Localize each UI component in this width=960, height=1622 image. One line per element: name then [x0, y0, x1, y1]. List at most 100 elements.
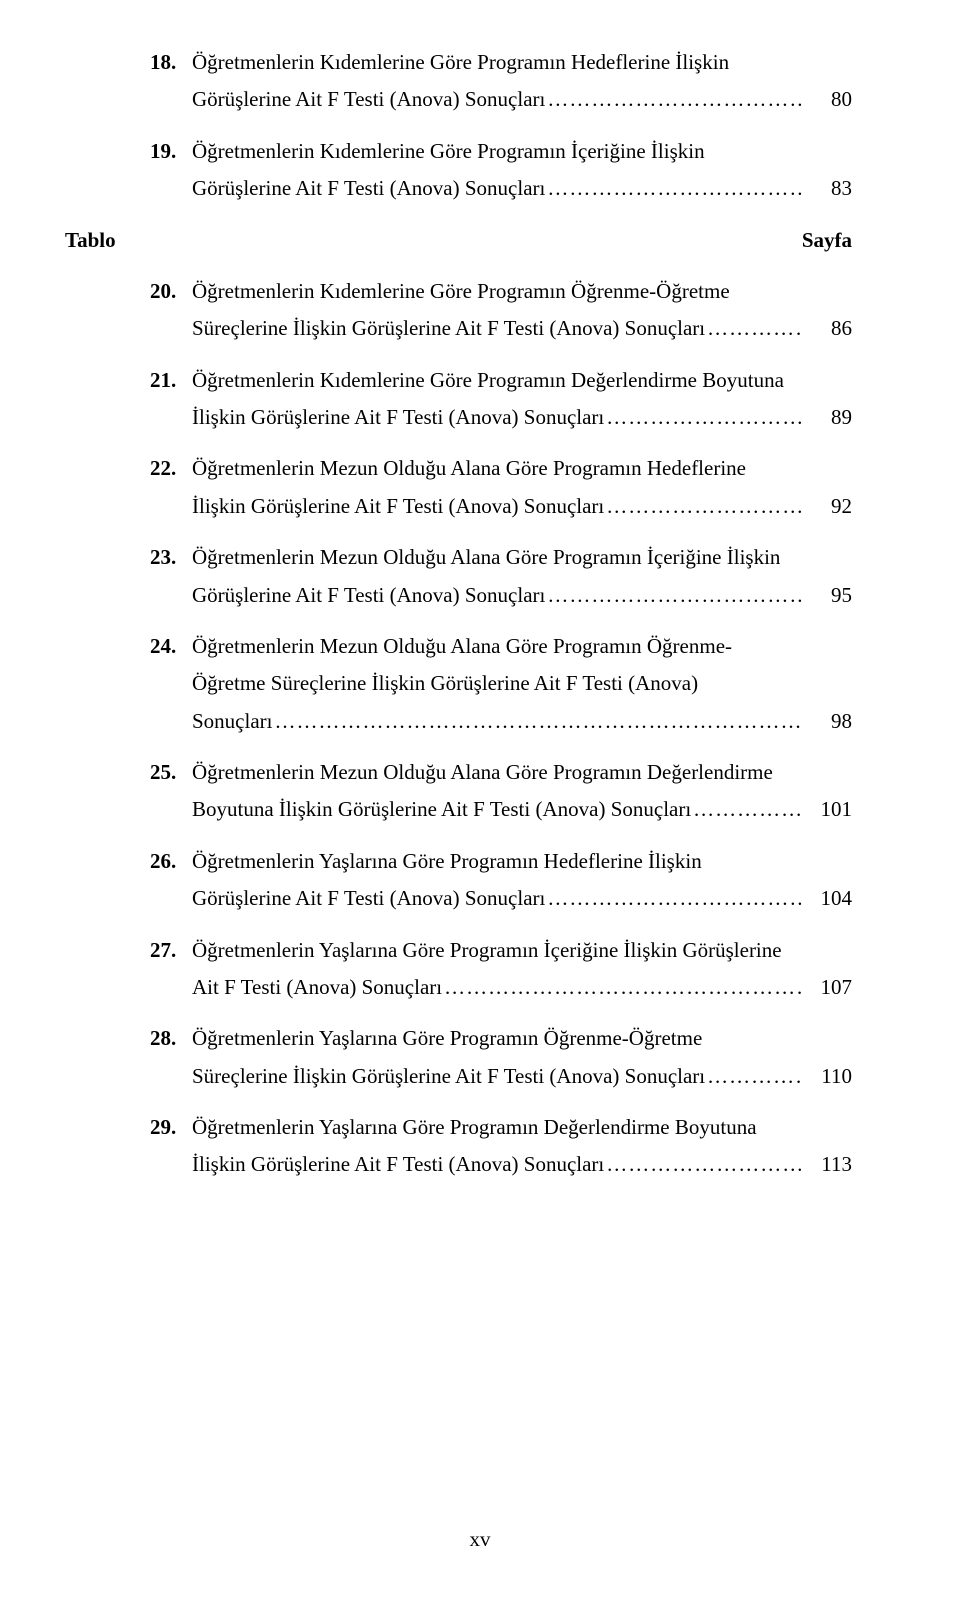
entry-last-line: Ait F Testi (Anova) Sonuçları………………………………	[192, 969, 802, 1006]
entry-last-text: İlişkin Görüşlerine Ait F Testi (Anova) …	[192, 1146, 604, 1183]
entry-line: Öğretmenlerin Mezun Olduğu Alana Göre Pr…	[192, 450, 802, 487]
entry-text: Öğretmenlerin Yaşlarına Göre Programın İ…	[192, 932, 802, 1007]
tablo-header-row: Tablo Sayfa	[65, 222, 852, 259]
entry-text: Öğretmenlerin Yaşlarına Göre Programın Ö…	[192, 1020, 802, 1095]
tablo-label: Tablo	[65, 222, 165, 259]
leader-dots: ……………………………………………………………………………………………………………	[604, 1146, 802, 1183]
toc-entry: 20.Öğretmenlerin Kıdemlerine Göre Progra…	[150, 273, 852, 348]
entry-page: 107	[802, 969, 852, 1006]
entry-page: 113	[802, 1146, 852, 1183]
entry-line: Öğretmenlerin Kıdemlerine Göre Programın…	[192, 44, 802, 81]
entry-number: 26.	[150, 843, 192, 880]
leader-dots: ……………………………………………………………………………………………………………	[545, 577, 802, 614]
leader-dots: ……………………………………………………………………………………………………………	[705, 1058, 802, 1095]
entry-line: Öğretmenlerin Yaşlarına Göre Programın İ…	[192, 932, 802, 969]
entry-last-text: İlişkin Görüşlerine Ait F Testi (Anova) …	[192, 488, 604, 525]
entry-line: Öğretmenlerin Mezun Olduğu Alana Göre Pr…	[192, 754, 802, 791]
entry-last-text: Görüşlerine Ait F Testi (Anova) Sonuçlar…	[192, 170, 545, 207]
entry-text: Öğretmenlerin Kıdemlerine Göre Programın…	[192, 133, 802, 208]
entry-text: Öğretmenlerin Kıdemlerine Göre Programın…	[192, 273, 802, 348]
entry-page: 104	[802, 880, 852, 917]
entry-text: Öğretmenlerin Kıdemlerine Göre Programın…	[192, 44, 802, 119]
entry-last-text: Süreçlerine İlişkin Görüşlerine Ait F Te…	[192, 310, 705, 347]
entry-last-line: Görüşlerine Ait F Testi (Anova) Sonuçlar…	[192, 81, 802, 118]
entry-line: Öğretmenlerin Yaşlarına Göre Programın H…	[192, 843, 802, 880]
leader-dots: ……………………………………………………………………………………………………………	[272, 703, 802, 740]
entry-number: 20.	[150, 273, 192, 310]
toc-entry: 22.Öğretmenlerin Mezun Olduğu Alana Göre…	[150, 450, 852, 525]
entry-last-text: Görüşlerine Ait F Testi (Anova) Sonuçlar…	[192, 880, 545, 917]
entry-last-line: Süreçlerine İlişkin Görüşlerine Ait F Te…	[192, 310, 802, 347]
entry-line: Öğretmenlerin Mezun Olduğu Alana Göre Pr…	[192, 539, 802, 576]
toc-entry: 26.Öğretmenlerin Yaşlarına Göre Programı…	[150, 843, 852, 918]
toc-entry: 19.Öğretmenlerin Kıdemlerine Göre Progra…	[150, 133, 852, 208]
entry-last-line: İlişkin Görüşlerine Ait F Testi (Anova) …	[192, 488, 802, 525]
entry-last-line: Boyutuna İlişkin Görüşlerine Ait F Testi…	[192, 791, 802, 828]
entry-text: Öğretmenlerin Mezun Olduğu Alana Göre Pr…	[192, 450, 802, 525]
entry-line: Öğretmenlerin Mezun Olduğu Alana Göre Pr…	[192, 628, 802, 665]
leader-dots: ……………………………………………………………………………………………………………	[691, 791, 802, 828]
toc-entry: 27.Öğretmenlerin Yaşlarına Göre Programı…	[150, 932, 852, 1007]
toc-entry: 18.Öğretmenlerin Kıdemlerine Göre Progra…	[150, 44, 852, 119]
entry-text: Öğretmenlerin Mezun Olduğu Alana Göre Pr…	[192, 539, 802, 614]
entry-line: Öğretmenlerin Yaşlarına Göre Programın D…	[192, 1109, 802, 1146]
toc-entry: 21.Öğretmenlerin Kıdemlerine Göre Progra…	[150, 362, 852, 437]
entry-number: 28.	[150, 1020, 192, 1057]
entry-last-line: Süreçlerine İlişkin Görüşlerine Ait F Te…	[192, 1058, 802, 1095]
entry-number: 21.	[150, 362, 192, 399]
entry-last-line: İlişkin Görüşlerine Ait F Testi (Anova) …	[192, 1146, 802, 1183]
entry-page: 92	[802, 488, 852, 525]
entry-line: Öğretmenlerin Kıdemlerine Göre Programın…	[192, 133, 802, 170]
entry-last-text: Sonuçları	[192, 703, 272, 740]
toc-entry: 28.Öğretmenlerin Yaşlarına Göre Programı…	[150, 1020, 852, 1095]
entry-last-text: İlişkin Görüşlerine Ait F Testi (Anova) …	[192, 399, 604, 436]
entry-number: 29.	[150, 1109, 192, 1146]
leader-dots: ……………………………………………………………………………………………………………	[545, 81, 802, 118]
entry-number: 25.	[150, 754, 192, 791]
page-footer: xv	[0, 1527, 960, 1552]
entry-text: Öğretmenlerin Mezun Olduğu Alana Göre Pr…	[192, 754, 802, 829]
entry-number: 22.	[150, 450, 192, 487]
entry-page: 80	[802, 81, 852, 118]
toc-entry: 29.Öğretmenlerin Yaşlarına Göre Programı…	[150, 1109, 852, 1184]
entry-last-text: Süreçlerine İlişkin Görüşlerine Ait F Te…	[192, 1058, 705, 1095]
entry-last-text: Görüşlerine Ait F Testi (Anova) Sonuçlar…	[192, 577, 545, 614]
entry-last-text: Görüşlerine Ait F Testi (Anova) Sonuçlar…	[192, 81, 545, 118]
entry-line: Öğretmenlerin Kıdemlerine Göre Programın…	[192, 362, 802, 399]
entry-page: 83	[802, 170, 852, 207]
entry-last-text: Boyutuna İlişkin Görüşlerine Ait F Testi…	[192, 791, 691, 828]
leader-dots: ……………………………………………………………………………………………………………	[705, 310, 802, 347]
entry-last-line: Görüşlerine Ait F Testi (Anova) Sonuçlar…	[192, 170, 802, 207]
entry-page: 95	[802, 577, 852, 614]
toc-entry: 24.Öğretmenlerin Mezun Olduğu Alana Göre…	[150, 628, 852, 740]
entry-page: 101	[802, 791, 852, 828]
entry-page: 98	[802, 703, 852, 740]
entry-text: Öğretmenlerin Mezun Olduğu Alana Göre Pr…	[192, 628, 802, 740]
entry-last-line: Görüşlerine Ait F Testi (Anova) Sonuçlar…	[192, 880, 802, 917]
leader-dots: ……………………………………………………………………………………………………………	[604, 399, 802, 436]
entry-line: Öğretme Süreçlerine İlişkin Görüşlerine …	[192, 665, 802, 702]
entry-line: Öğretmenlerin Yaşlarına Göre Programın Ö…	[192, 1020, 802, 1057]
entry-number: 27.	[150, 932, 192, 969]
entry-line: Öğretmenlerin Kıdemlerine Göre Programın…	[192, 273, 802, 310]
entry-page: 86	[802, 310, 852, 347]
entry-last-line: Görüşlerine Ait F Testi (Anova) Sonuçlar…	[192, 577, 802, 614]
entry-number: 23.	[150, 539, 192, 576]
entry-text: Öğretmenlerin Yaşlarına Göre Programın H…	[192, 843, 802, 918]
toc-entry: 25.Öğretmenlerin Mezun Olduğu Alana Göre…	[150, 754, 852, 829]
entry-text: Öğretmenlerin Yaşlarına Göre Programın D…	[192, 1109, 802, 1184]
leader-dots: ……………………………………………………………………………………………………………	[604, 488, 802, 525]
toc-entry: 23.Öğretmenlerin Mezun Olduğu Alana Göre…	[150, 539, 852, 614]
entry-last-text: Ait F Testi (Anova) Sonuçları	[192, 969, 442, 1006]
document-page: 18.Öğretmenlerin Kıdemlerine Göre Progra…	[0, 0, 960, 1622]
leader-dots: ……………………………………………………………………………………………………………	[442, 969, 802, 1006]
entry-last-line: Sonuçları……………………………………………………………………………………	[192, 703, 802, 740]
entry-page: 110	[802, 1058, 852, 1095]
leader-dots: ……………………………………………………………………………………………………………	[545, 880, 802, 917]
sayfa-label: Sayfa	[802, 222, 852, 259]
toc-entries: 18.Öğretmenlerin Kıdemlerine Göre Progra…	[150, 44, 852, 1184]
entry-number: 24.	[150, 628, 192, 665]
entry-text: Öğretmenlerin Kıdemlerine Göre Programın…	[192, 362, 802, 437]
entry-number: 19.	[150, 133, 192, 170]
entry-last-line: İlişkin Görüşlerine Ait F Testi (Anova) …	[192, 399, 802, 436]
